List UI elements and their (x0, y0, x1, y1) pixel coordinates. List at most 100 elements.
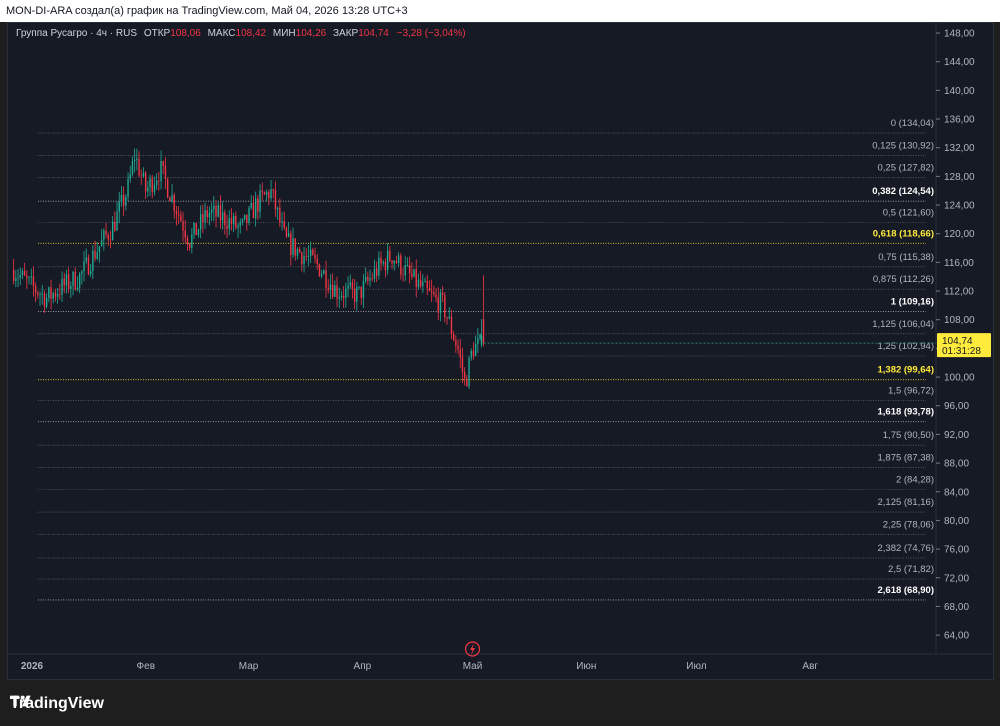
candle-body (127, 178, 129, 197)
candle-body (457, 345, 459, 350)
candle-body (298, 249, 301, 253)
legend-high: 108,42 (235, 28, 267, 39)
candle-body (54, 293, 57, 297)
price-tick-label: 116,00 (944, 258, 974, 269)
candle-body (402, 274, 404, 276)
fib-level-label: 2 (84,28) (896, 475, 934, 486)
legend-symbol: Группа Русагро · 4ч · RUS (16, 28, 138, 39)
time-tick-label: Июл (686, 661, 706, 672)
candle-body (461, 357, 464, 372)
candle-body (169, 197, 171, 202)
fib-level-label: 2,5 (71,82) (888, 564, 934, 575)
fib-level-label: 0,875 (112,26) (873, 274, 934, 285)
candle-body (208, 212, 211, 218)
candle-body (360, 286, 362, 299)
fib-level-label: 0 (134,04) (891, 118, 934, 129)
price-tick-label: 92,00 (944, 430, 969, 441)
fib-level-label: 2,618 (68,90) (877, 585, 934, 596)
time-tick-label: Мар (239, 661, 259, 672)
price-tick-label: 84,00 (944, 487, 969, 498)
candle-body (12, 269, 15, 282)
candle-body (369, 278, 371, 281)
candle-body (331, 284, 334, 297)
candle-body (59, 294, 61, 295)
candle-body (422, 282, 424, 287)
candle-body (479, 334, 481, 339)
candle-body (419, 279, 422, 287)
candle-body (140, 175, 142, 177)
candle-body (336, 285, 338, 299)
chart-frame[interactable]: Группа Русагро · 4ч · RUS ОТКР108,06 МАК… (7, 22, 994, 680)
candle-body (28, 277, 30, 279)
legend-low-label: МИН (272, 28, 296, 39)
candle-body (274, 190, 277, 210)
candle-body (437, 297, 439, 313)
candle-body (482, 319, 485, 344)
candle-body (393, 260, 395, 264)
candle-body (417, 279, 420, 288)
candle-body (301, 252, 303, 265)
candle-body (296, 249, 299, 256)
candle-body (180, 215, 182, 222)
candle-body (160, 161, 162, 182)
candle-body (173, 195, 175, 212)
candle-body (89, 271, 92, 275)
candle-body (228, 218, 230, 229)
candle-body (272, 189, 274, 191)
price-tick-label: 64,00 (944, 631, 969, 642)
price-tick-label: 68,00 (944, 602, 969, 613)
candle-body (305, 256, 307, 258)
fib-level-label: 0,382 (124,54) (872, 186, 934, 197)
price-tick-label: 148,00 (944, 29, 975, 40)
candle-body (122, 194, 125, 206)
lightning-icon[interactable] (464, 641, 481, 657)
candle-body (221, 212, 224, 221)
candle-body (452, 334, 455, 341)
price-tick-label: 96,00 (944, 401, 969, 412)
candle-body (219, 205, 222, 221)
candle-body (243, 214, 246, 220)
time-tick-label: Апр (354, 661, 372, 672)
candle-body (111, 221, 114, 241)
fib-level-label: 0,25 (127,82) (877, 163, 934, 174)
candle-body (389, 250, 391, 261)
price-tick-label: 88,00 (944, 459, 969, 470)
fib-level-label: 0,618 (118,66) (873, 228, 934, 239)
candle-body (241, 219, 244, 223)
candle-body (21, 270, 24, 276)
candle-body (224, 212, 226, 226)
candle-body (367, 276, 369, 281)
candle-body (65, 274, 68, 286)
candle-body (197, 229, 200, 236)
candle-body (250, 202, 252, 208)
candle-body (70, 285, 72, 289)
candle-body (166, 179, 169, 198)
candle-body (439, 292, 442, 313)
chart-canvas[interactable]: 64,00 68,00 72,00 76,00 80,00 84,00 88,00 92,00… (8, 23, 993, 679)
candle-body (41, 293, 43, 295)
candle-body (34, 286, 37, 293)
brand[interactable]: TradingView (10, 694, 104, 714)
tradingview-logo-icon (10, 695, 31, 707)
candle-body (142, 172, 145, 176)
candle-body (413, 269, 415, 277)
candle-body (37, 292, 39, 296)
candle-body (435, 294, 437, 298)
candle-body (30, 276, 32, 278)
candle-body (182, 221, 184, 231)
candle-body (235, 216, 237, 228)
candle-body (340, 296, 343, 298)
candle-body (472, 350, 475, 357)
candle-body (316, 258, 318, 265)
candle-body (382, 261, 384, 264)
candle-body (329, 284, 332, 290)
candle-body (303, 256, 305, 265)
time-tick-label: Фев (137, 661, 155, 672)
candle-body (92, 250, 94, 272)
fib-level-label: 0,5 (121,60) (883, 207, 934, 218)
candle-body (384, 261, 387, 271)
price-tick-label: 144,00 (944, 57, 975, 68)
candle-body (378, 257, 380, 276)
candle-body (287, 233, 290, 237)
candle-body (408, 265, 411, 274)
